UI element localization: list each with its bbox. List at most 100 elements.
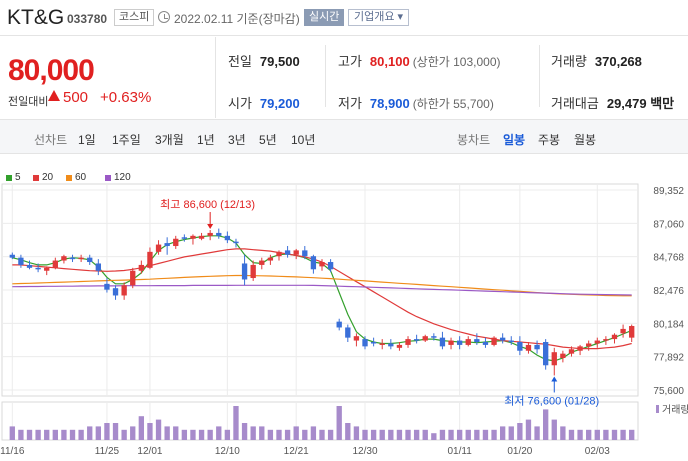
volume-bar (284, 429, 291, 440)
candle-body (35, 267, 41, 270)
candle-body (198, 235, 205, 239)
volume-bar (551, 419, 557, 440)
volume-bar (61, 429, 67, 440)
candle-body (112, 288, 119, 296)
line-chart-heading: 선차트 (34, 133, 68, 147)
candle-body (413, 339, 420, 341)
candle-body (155, 244, 162, 252)
candle-body (241, 263, 248, 280)
candle-body (465, 339, 471, 345)
candle-body (121, 285, 127, 296)
tab-10y[interactable]: 10년 (291, 133, 316, 147)
candle-body (534, 344, 540, 350)
candle-body (78, 257, 84, 260)
volume-bar (345, 423, 351, 440)
candle-body (603, 339, 609, 341)
candle-body (577, 346, 583, 351)
ma-line-5 (12, 235, 632, 362)
volume-bar (104, 423, 110, 440)
stock-chart[interactable]: 5 20 60 120 89,352 87,060 84,768 82,476 80,184 7… (0, 170, 688, 461)
stat-open-value: 79,200 (259, 96, 300, 111)
stats-divider (539, 45, 540, 107)
change-percent: +0.63% (100, 89, 152, 106)
chart-canvas[interactable]: 89,352 87,060 84,768 82,476 80,184 77,892 75,6… (0, 170, 688, 461)
candle-body (207, 232, 213, 236)
volume-bar (267, 429, 274, 440)
volume-bar (190, 429, 196, 440)
volume-bar (396, 429, 403, 440)
candle-body (164, 243, 170, 247)
tab-weekly[interactable]: 주봉 (538, 133, 561, 147)
volume-bar (534, 426, 540, 440)
current-price: 80,000 (8, 54, 95, 87)
x-tick-label: 01/20 (507, 446, 532, 457)
candle-body (267, 257, 274, 261)
volume-bar (216, 426, 222, 440)
legend-swatch (66, 175, 72, 181)
tab-daily[interactable]: 일봉 (503, 133, 526, 147)
realtime-button[interactable]: 실시간 (304, 9, 345, 26)
candle-body (9, 254, 15, 258)
volume-bar (629, 429, 635, 440)
candle-body (629, 326, 635, 338)
volume-bar (18, 429, 24, 440)
price-panel: 80,000 전일대비 500 +0.63% (0, 37, 216, 118)
x-tick-label: 12/21 (284, 446, 309, 457)
volume-bar (353, 426, 360, 440)
candle-body (379, 343, 385, 345)
candle-body (508, 340, 514, 343)
candle-body (104, 283, 110, 290)
tab-3m[interactable]: 3개월 (155, 133, 184, 147)
volume-bar (173, 426, 179, 440)
y-tick-label: 75,600 (653, 386, 684, 397)
legend-label: 20 (42, 172, 54, 183)
volume-legend-swatch (656, 405, 659, 413)
tab-1y[interactable]: 1년 (197, 133, 215, 147)
candle-body (87, 257, 93, 263)
legend-swatch (33, 175, 39, 181)
market-badge: 코스피 (114, 9, 155, 26)
company-overview-button[interactable]: 기업개요 ▾ (348, 9, 410, 26)
volume-bar (577, 429, 583, 440)
tab-1d[interactable]: 1일 (78, 133, 96, 147)
candle-body (259, 260, 265, 265)
volume-bar (319, 429, 325, 440)
x-tick-label: 02/03 (585, 446, 610, 457)
volume-bar (499, 426, 506, 440)
legend-label: 5 (15, 172, 21, 183)
candle-body (302, 250, 308, 257)
candle-body (284, 250, 291, 255)
legend-label: 120 (114, 172, 131, 183)
candle-body (456, 340, 463, 345)
volume-bar (525, 419, 532, 440)
tab-3y[interactable]: 3년 (228, 133, 246, 147)
candle-body (26, 264, 33, 268)
tab-5y[interactable]: 5년 (259, 133, 277, 147)
tab-1w[interactable]: 1주일 (112, 133, 141, 147)
change-label: 전일대비 (8, 96, 49, 108)
stat-volume-value: 370,268 (594, 54, 642, 69)
candle-body (370, 342, 377, 344)
volume-bar (482, 429, 489, 440)
volume-bar (138, 416, 145, 440)
stat-prev: 전일 79,500 (228, 51, 300, 70)
x-tick-label: 12/30 (352, 446, 377, 457)
candle-body (181, 237, 188, 239)
x-tick-label: 12/01 (137, 446, 162, 457)
y-tick-label: 77,892 (653, 353, 684, 364)
chart-tabbar: 선차트 1일 1주일 3개월 1년 3년 5년 10년 봉차트 일봉 주봉 월봉 (0, 119, 688, 154)
volume-bar (543, 409, 549, 440)
candle-body (319, 262, 325, 267)
stat-open: 시가 79,200 (228, 93, 300, 112)
candle-body (491, 337, 497, 345)
legend-swatch (105, 175, 111, 181)
volume-bar (568, 429, 575, 440)
candle-body (499, 337, 506, 341)
volume-bar (586, 429, 592, 440)
annotation-high-arrowhead (207, 224, 214, 230)
candle-body (190, 235, 196, 239)
triangle-up-icon (48, 90, 60, 101)
candle-body (594, 340, 600, 344)
tab-monthly[interactable]: 월봉 (574, 133, 597, 147)
stat-prev-label: 전일 (228, 54, 252, 69)
